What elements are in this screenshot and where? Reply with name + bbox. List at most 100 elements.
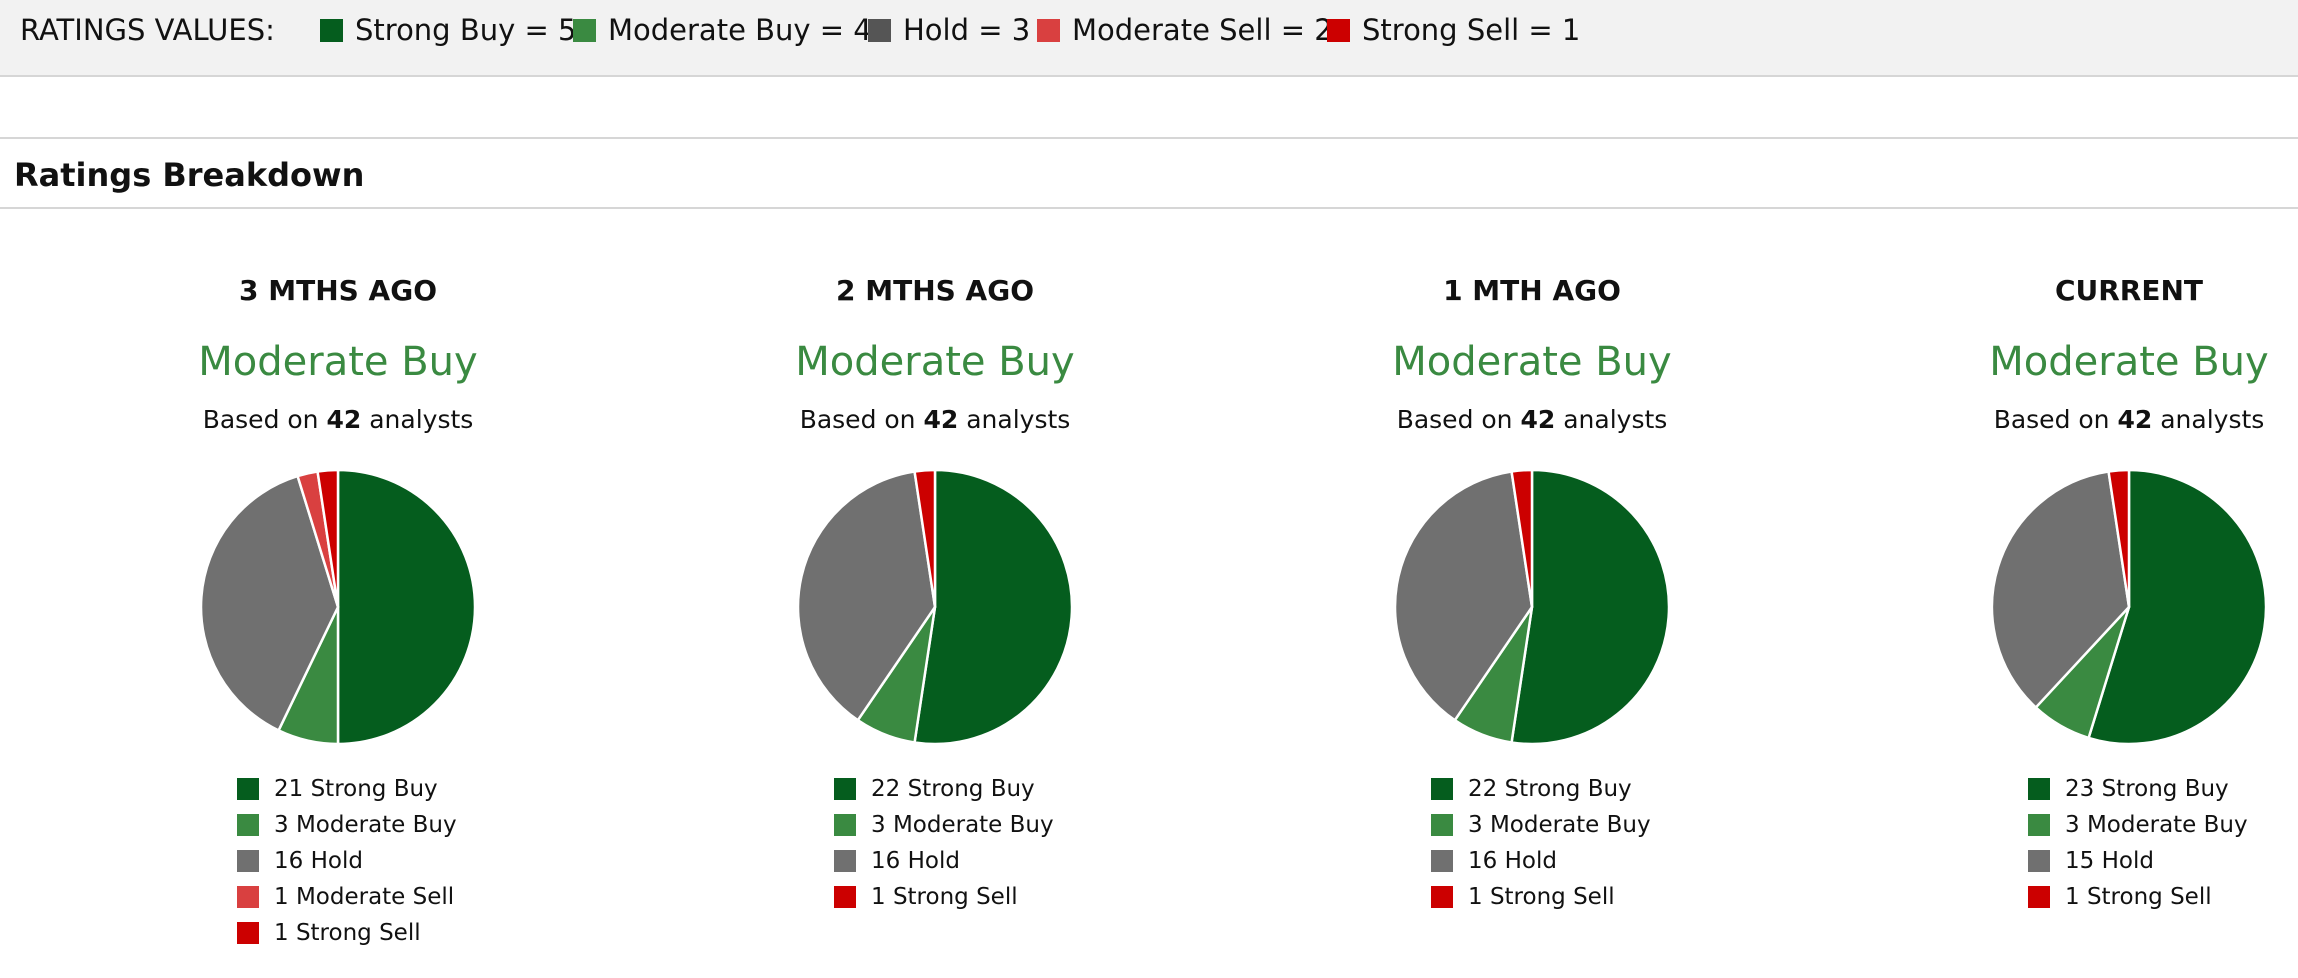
pie-slice-strong-buy[interactable] [336,468,477,746]
legend-swatch [2028,814,2050,836]
legend-label: 15 Hold [2065,848,2154,874]
ratings-pie-chart [796,468,1074,746]
pie-slice-strong-buy[interactable] [2087,468,2268,746]
legend-swatch [237,922,259,944]
analyst-count: 42 [1520,405,1556,434]
analyst-count-text: Based on 42 analysts [735,404,1135,436]
legend-swatch [834,886,856,908]
ratings-values-title: RATINGS VALUES: [20,13,275,47]
hold-swatch [868,18,891,42]
legend-item: 23 Strong Buy [2028,774,2229,804]
pie-slice-strong-sell[interactable] [2107,468,2131,609]
legend-label: 16 Hold [274,848,363,874]
legend-label: 21 Strong Buy [274,776,438,802]
rating-value-label: Strong Sell = 1 [1362,13,1581,47]
legend-item: 16 Hold [1431,846,1557,876]
analyst-count-text: Based on 42 analysts [1332,404,1732,436]
pie-slice-hold[interactable] [1393,470,1534,722]
legend-item: 3 Moderate Buy [834,810,1054,840]
rating-value-label: Strong Buy = 5 [355,13,577,47]
legend-label: 16 Hold [1468,848,1557,874]
analyst-count: 42 [326,405,362,434]
divider [0,207,2298,209]
period-title: 1 MTH AGO [1443,274,1621,307]
ratings-pie-chart [1393,468,1671,746]
divider [0,137,2298,139]
pie-slice-strong-buy[interactable] [913,468,1074,746]
period-title: 2 MTHS AGO [836,274,1034,307]
consensus-rating: Moderate Buy [198,339,478,385]
legend-label: 22 Strong Buy [871,776,1035,802]
legend-swatch [2028,850,2050,872]
legend-swatch [237,850,259,872]
based-on-label: Based on [1993,405,2110,434]
analysts-label: analysts [1563,405,1668,434]
consensus-rating: Moderate Buy [1392,339,1672,385]
legend-swatch [1431,850,1453,872]
legend-swatch [1431,778,1453,800]
moderate-buy-swatch [573,18,596,42]
legend-swatch [1431,814,1453,836]
legend-item: 22 Strong Buy [834,774,1035,804]
legend-label: 1 Strong Sell [274,920,421,946]
legend-label: 1 Strong Sell [2065,884,2212,910]
pie-slice-hold[interactable] [1990,470,2131,709]
pie-slice-strong-sell[interactable] [316,468,340,609]
legend-item: 3 Moderate Buy [237,810,457,840]
legend-item: 15 Hold [2028,846,2154,876]
rating-value-label: Moderate Buy = 4 [608,13,872,47]
based-on-label: Based on [1396,405,1513,434]
period-title: 3 MTHS AGO [239,274,437,307]
legend-label: 3 Moderate Buy [274,812,457,838]
pie-slice-strong-buy[interactable] [1510,468,1671,746]
analyst-count: 42 [923,405,959,434]
period-title: CURRENT [2054,274,2204,307]
analysts-label: analysts [369,405,474,434]
legend-item: 16 Hold [237,846,363,876]
legend-item: 1 Strong Sell [237,918,421,948]
strong-buy-swatch [320,18,343,42]
ratings-pie-chart [1990,468,2268,746]
rating-value-moderate-sell: Moderate Sell = 2 [1037,12,1333,48]
legend-item: 3 Moderate Buy [1431,810,1651,840]
section-title: Ratings Breakdown [14,156,365,194]
legend-swatch [237,778,259,800]
legend-swatch [834,778,856,800]
rating-value-strong-sell: Strong Sell = 1 [1327,12,1580,48]
legend-label: 1 Moderate Sell [274,884,455,910]
pie-slice-strong-sell[interactable] [1510,468,1534,609]
legend-item: 16 Hold [834,846,960,876]
legend-item: 22 Strong Buy [1431,774,1632,804]
legend-item: 1 Strong Sell [2028,882,2212,912]
rating-value-hold: Hold = 3 [868,12,1030,48]
rating-value-label: Hold = 3 [903,13,1031,47]
consensus-rating: Moderate Buy [1989,339,2269,385]
legend-item: 21 Strong Buy [237,774,438,804]
legend-label: 3 Moderate Buy [871,812,1054,838]
legend-item: 1 Moderate Sell [237,882,454,912]
legend-label: 3 Moderate Buy [1468,812,1651,838]
legend-item: 3 Moderate Buy [2028,810,2248,840]
pie-slice-hold[interactable] [796,470,937,722]
legend-label: 16 Hold [871,848,960,874]
legend-swatch [237,814,259,836]
legend-item: 1 Strong Sell [834,882,1018,912]
ratings-pie-chart [199,468,477,746]
rating-value-moderate-buy: Moderate Buy = 4 [573,12,872,48]
legend-item: 1 Strong Sell [1431,882,1615,912]
legend-label: 1 Strong Sell [871,884,1018,910]
pie-slice-hold[interactable] [199,474,340,732]
moderate-sell-swatch [1037,18,1060,42]
pie-slice-strong-sell[interactable] [913,468,937,609]
legend-label: 3 Moderate Buy [2065,812,2248,838]
legend-label: 23 Strong Buy [2065,776,2229,802]
analysts-label: analysts [966,405,1071,434]
strong-sell-swatch [1327,18,1350,42]
legend-swatch [237,886,259,908]
rating-value-label: Moderate Sell = 2 [1072,13,1333,47]
legend-label: 22 Strong Buy [1468,776,1632,802]
legend-swatch [2028,778,2050,800]
legend-swatch [2028,886,2050,908]
legend-label: 1 Strong Sell [1468,884,1615,910]
analyst-count-text: Based on 42 analysts [138,404,538,436]
